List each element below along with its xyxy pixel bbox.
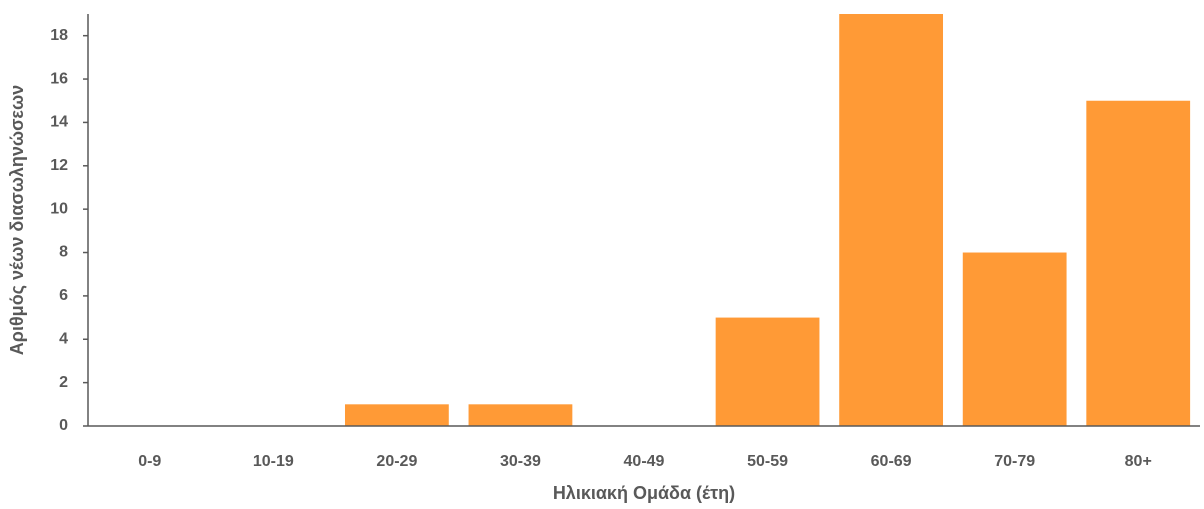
y-tick-label: 8 bbox=[59, 244, 68, 261]
x-tick-label: 70-79 bbox=[994, 453, 1035, 470]
y-tick-label: 14 bbox=[50, 114, 68, 131]
x-tick-label: 0-9 bbox=[138, 453, 161, 470]
x-tick-label: 10-19 bbox=[253, 453, 294, 470]
bar bbox=[962, 252, 1067, 426]
y-tick-label: 12 bbox=[50, 157, 68, 174]
x-tick-label: 50-59 bbox=[747, 453, 788, 470]
y-tick-label: 18 bbox=[50, 27, 68, 44]
x-tick-label: 40-49 bbox=[624, 453, 665, 470]
y-tick-label: 6 bbox=[59, 287, 68, 304]
x-tick-label: 60-69 bbox=[871, 453, 912, 470]
y-tick-label: 0 bbox=[59, 417, 68, 434]
bar bbox=[344, 404, 449, 426]
bar bbox=[468, 404, 573, 426]
bar bbox=[839, 14, 944, 426]
x-tick-label: 80+ bbox=[1125, 453, 1152, 470]
bar bbox=[715, 317, 820, 426]
y-axis-title: Αριθμός νέων διασωληνώσεων bbox=[7, 85, 27, 355]
x-tick-label: 30-39 bbox=[500, 453, 541, 470]
x-axis-title: Ηλικιακή Ομάδα (έτη) bbox=[553, 483, 735, 503]
x-tick-label: 20-29 bbox=[376, 453, 417, 470]
bar bbox=[1086, 100, 1191, 426]
y-tick-label: 2 bbox=[59, 374, 68, 391]
y-tick-label: 16 bbox=[50, 70, 68, 87]
y-tick-label: 4 bbox=[59, 330, 68, 347]
y-tick-label: 10 bbox=[50, 200, 68, 217]
